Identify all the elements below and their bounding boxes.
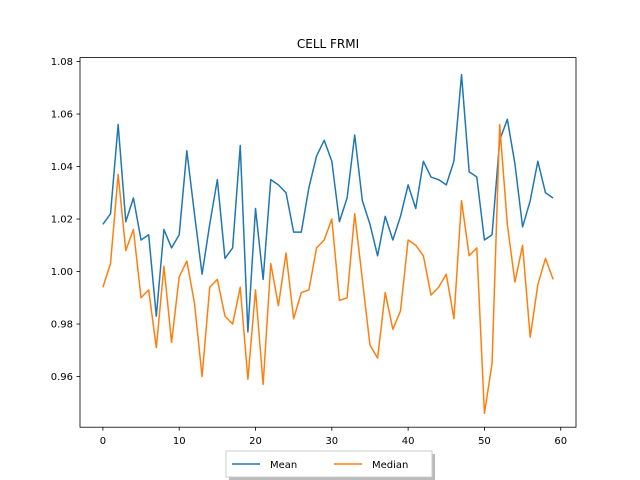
y-tick-label: 1.04: [51, 162, 73, 173]
y-tick-label: 0.98: [51, 320, 73, 331]
y-tick-label: 1.06: [51, 110, 73, 121]
plot-lines: [102, 73, 554, 415]
y-tick-label: 1.02: [51, 215, 73, 226]
series-line-mean: [102, 73, 554, 333]
legend: Mean Median: [225, 450, 435, 480]
y-tick-label: 1.00: [51, 267, 73, 278]
x-tick-label: 0: [100, 436, 106, 447]
x-tick-label: 40: [402, 436, 415, 447]
x-tick-label: 30: [325, 436, 338, 447]
x-tick-label: 20: [249, 436, 262, 447]
legend-label-mean: Mean: [270, 460, 297, 471]
series-line-median: [102, 123, 554, 415]
y-axis: 0.96 0.98 1.00 1.02 1.04 1.06 1.08: [51, 57, 80, 383]
x-tick-label: 10: [173, 436, 186, 447]
legend-label-median: Median: [372, 460, 408, 471]
y-tick-label: 1.08: [51, 57, 73, 68]
legend-box: [225, 450, 433, 478]
chart-title: CELL FRMI: [297, 37, 359, 51]
y-tick-label: 0.96: [51, 372, 73, 383]
x-axis: 0 10 20 30 40 50 60: [100, 427, 567, 447]
plot-frame: [79, 57, 577, 428]
x-tick-label: 50: [478, 436, 491, 447]
x-tick-label: 60: [554, 436, 567, 447]
